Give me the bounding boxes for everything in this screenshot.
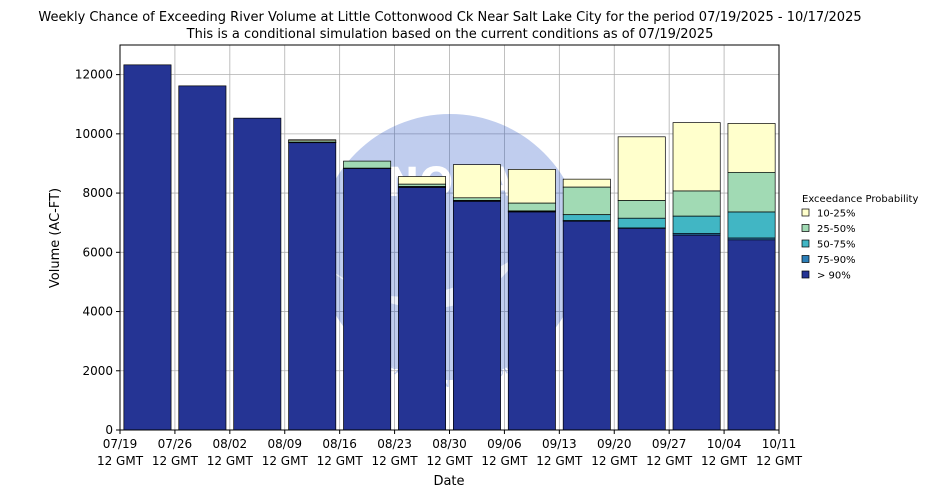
x-tick-label: 07/26 <box>158 437 193 451</box>
bar-segment-50-75 <box>562 214 611 221</box>
x-tick-label: 09/27 <box>652 437 687 451</box>
bar-segment-50-75 <box>617 217 666 229</box>
x-tick-label-time: 12 GMT <box>646 454 693 468</box>
x-tick-label-time: 12 GMT <box>426 454 473 468</box>
legend-entry-label: 50-75% <box>817 240 856 251</box>
x-tick-label: 08/30 <box>432 437 467 451</box>
y-axis-label: Volume (AC-FT) <box>48 188 63 288</box>
bar-segment-25-50 <box>452 197 501 201</box>
x-tick-label-time: 12 GMT <box>207 454 254 468</box>
bar-segment-25-50 <box>672 190 721 217</box>
bar-segment-gt90 <box>562 220 611 431</box>
x-tick-label-time: 12 GMT <box>372 454 419 468</box>
legend: Exceedance Probability 10-25% 25-50% 50-75… <box>801 194 918 282</box>
bar-stack <box>507 169 556 431</box>
bar-segment-gt90 <box>343 168 392 431</box>
bar-stack <box>288 139 337 431</box>
legend-entry-label: 25-50% <box>817 224 856 235</box>
legend-title: Exceedance Probability <box>802 194 918 205</box>
x-tick-label: 08/09 <box>267 437 302 451</box>
x-tick-label: 10/04 <box>707 437 742 451</box>
x-tick-label: 08/23 <box>377 437 412 451</box>
bar-segment-10-25 <box>562 178 611 188</box>
bar-segment-10-25 <box>672 122 721 192</box>
bar-segment-gt90 <box>617 227 666 431</box>
x-tick-label-time: 12 GMT <box>152 454 199 468</box>
bar-stack <box>562 178 611 431</box>
y-axis: 0 2000 4000 6000 8000 10000 12000 <box>75 68 120 437</box>
bars <box>123 64 776 431</box>
x-tick-label-time: 12 GMT <box>317 454 364 468</box>
x-tick-label: 10/11 <box>762 437 797 451</box>
legend-swatch <box>801 270 810 279</box>
legend-swatch <box>801 224 810 232</box>
bar-stack <box>343 160 392 431</box>
bar-segment-gt90 <box>178 85 227 431</box>
x-tick-label-time: 12 GMT <box>481 454 528 468</box>
bar-stack <box>617 136 666 431</box>
bar-segment-25-50 <box>617 200 666 219</box>
bar-stack <box>178 85 227 431</box>
bar-stack <box>123 64 172 431</box>
bar-stack <box>452 164 501 431</box>
y-tick-label: 8000 <box>82 186 113 200</box>
y-tick-label: 10000 <box>75 127 113 141</box>
legend-swatch <box>801 239 810 248</box>
x-tick-label: 08/02 <box>213 437 248 451</box>
bar-stack <box>727 123 776 431</box>
bar-segment-25-50 <box>398 183 447 187</box>
y-tick-label: 12000 <box>75 68 113 82</box>
bar-segment-25-50 <box>343 160 392 169</box>
legend-entry-label: 10-25% <box>817 209 856 220</box>
y-tick-label: 2000 <box>82 364 113 378</box>
legend-swatch <box>801 208 810 217</box>
legend-entry-label: 75-90% <box>817 255 856 266</box>
grid <box>119 45 780 431</box>
bar-segment-10-25 <box>507 169 556 204</box>
x-tick-label-time: 12 GMT <box>756 454 803 468</box>
chart-title: Weekly Chance of Exceeding River Volume … <box>38 10 861 25</box>
x-axis: 07/19 12 GMT 07/26 12 GMT 08/02 12 GMT 08/09 12… <box>97 430 803 468</box>
bar-segment-gt90 <box>123 64 172 431</box>
x-tick-label-time: 12 GMT <box>97 454 144 468</box>
x-tick-label: 08/16 <box>322 437 357 451</box>
x-tick-label-time: 12 GMT <box>701 454 748 468</box>
x-tick-label: 09/20 <box>597 437 632 451</box>
bar-segment-25-50 <box>562 186 611 216</box>
x-axis-label: Date <box>433 474 464 489</box>
y-tick-label: 6000 <box>82 245 113 259</box>
bar-segment-25-50 <box>507 202 556 212</box>
y-tick-label: 0 <box>105 423 113 437</box>
bar-stack <box>233 117 282 431</box>
bar-stack <box>398 176 447 431</box>
bar-segment-gt90 <box>727 239 776 431</box>
bar-segment-gt90 <box>398 187 447 431</box>
bar-segment-10-25 <box>452 164 501 199</box>
bar-segment-50-75 <box>727 211 776 239</box>
x-tick-label-time: 12 GMT <box>262 454 309 468</box>
legend-entry-label: > 90% <box>817 271 851 282</box>
bar-stack <box>672 122 721 431</box>
bar-segment-50-75 <box>672 215 721 234</box>
bar-segment-gt90 <box>233 117 282 431</box>
x-tick-label: 09/06 <box>487 437 522 451</box>
bar-segment-25-50 <box>727 171 776 213</box>
bar-segment-10-25 <box>727 123 776 173</box>
bar-segment-10-25 <box>617 136 666 201</box>
x-tick-label: 07/19 <box>103 437 138 451</box>
x-tick-label-time: 12 GMT <box>536 454 583 468</box>
bar-segment-gt90 <box>288 142 337 431</box>
y-tick-label: 4000 <box>82 305 113 319</box>
legend-swatch <box>801 255 810 263</box>
bar-segment-gt90 <box>672 234 721 431</box>
bar-segment-gt90 <box>452 201 501 431</box>
bar-segment-gt90 <box>507 211 556 431</box>
x-tick-label-time: 12 GMT <box>591 454 638 468</box>
bar-segment-10-25 <box>398 176 447 185</box>
x-tick-label: 09/13 <box>542 437 577 451</box>
chart-subtitle: This is a conditional simulation based o… <box>186 27 714 42</box>
